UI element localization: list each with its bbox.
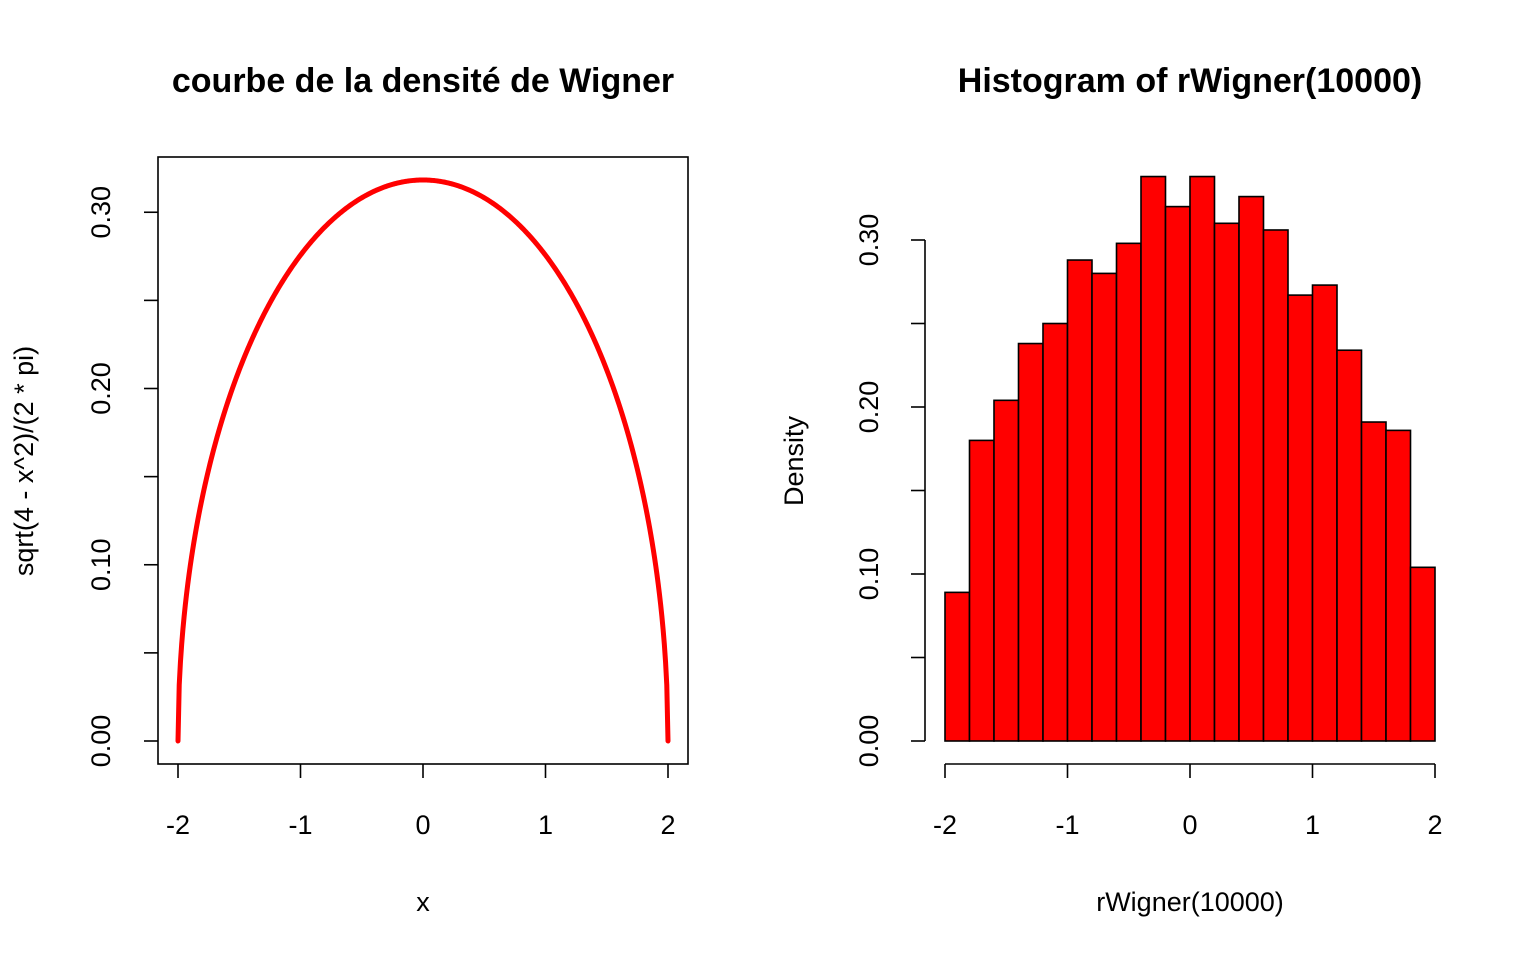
left-x-axis-label: x — [416, 887, 430, 917]
left-chart-title: courbe de la densité de Wigner — [172, 62, 674, 100]
histogram-panel: Histogram of rWigner(10000) -2 -1 0 1 2 0.00… — [779, 62, 1443, 917]
histogram-bar — [1360, 421, 1387, 742]
density-curve-panel: courbe de la densité de Wigner -2 -1 0 1 2 0… — [9, 62, 689, 917]
histogram-bar — [1091, 272, 1118, 742]
histogram-bar — [1311, 284, 1338, 742]
left-y-tick-label: 0.10 — [86, 538, 116, 591]
left-y-tick-label: 0.30 — [86, 186, 116, 239]
left-x-axis: -2 -1 0 1 2 — [166, 764, 676, 840]
left-plot-box — [157, 156, 689, 765]
histogram-bar — [1262, 229, 1289, 742]
right-x-tick-label: -2 — [933, 810, 957, 840]
left-y-axis-label: sqrt(4 - x^2)/(2 * pi) — [9, 346, 39, 576]
histogram-bar — [1409, 566, 1436, 742]
right-y-tick-label: 0.00 — [854, 715, 884, 768]
right-y-tick-label: 0.20 — [854, 381, 884, 434]
right-x-axis: -2 -1 0 1 2 — [933, 763, 1443, 840]
left-x-tick-label: 0 — [415, 810, 430, 840]
right-y-tick-label: 0.10 — [854, 548, 884, 601]
left-y-tick-label: 0.20 — [86, 362, 116, 415]
histogram-bar — [1287, 294, 1314, 742]
histogram-bar — [944, 591, 971, 742]
histogram-bar — [1213, 222, 1240, 742]
right-y-axis: 0.00 0.10 0.20 0.30 — [854, 214, 926, 768]
histogram-bar — [1017, 342, 1044, 742]
right-y-axis-label: Density — [779, 415, 809, 506]
density-curve-line — [175, 177, 671, 744]
left-x-tick-label: 2 — [660, 810, 675, 840]
right-x-tick-label: 2 — [1427, 810, 1442, 840]
histogram-bar — [1189, 175, 1216, 742]
right-x-tick-label: -1 — [1055, 810, 1079, 840]
histogram-bar — [1140, 175, 1167, 742]
right-x-tick-label: 0 — [1182, 810, 1197, 840]
histogram-bar — [1238, 195, 1265, 742]
right-chart-title: Histogram of rWigner(10000) — [958, 62, 1422, 100]
histogram-bar — [1115, 242, 1142, 742]
histogram-bar — [968, 439, 995, 742]
left-y-tick-label: 0.00 — [86, 715, 116, 768]
histogram-bar — [1336, 349, 1363, 742]
left-x-tick-label: -1 — [288, 810, 312, 840]
histogram-bar — [1164, 205, 1191, 742]
histogram-bar — [1042, 322, 1069, 742]
histogram-bars — [944, 175, 1436, 742]
left-x-tick-label: -2 — [166, 810, 190, 840]
histogram-bar — [993, 399, 1020, 742]
right-x-tick-label: 1 — [1305, 810, 1320, 840]
right-x-axis-label: rWigner(10000) — [1096, 887, 1284, 917]
left-x-tick-label: 1 — [538, 810, 553, 840]
right-y-tick-label: 0.30 — [854, 214, 884, 267]
histogram-bar — [1066, 259, 1093, 742]
histogram-bar — [1385, 429, 1412, 742]
left-y-axis: 0.00 0.10 0.20 0.30 — [86, 186, 158, 767]
